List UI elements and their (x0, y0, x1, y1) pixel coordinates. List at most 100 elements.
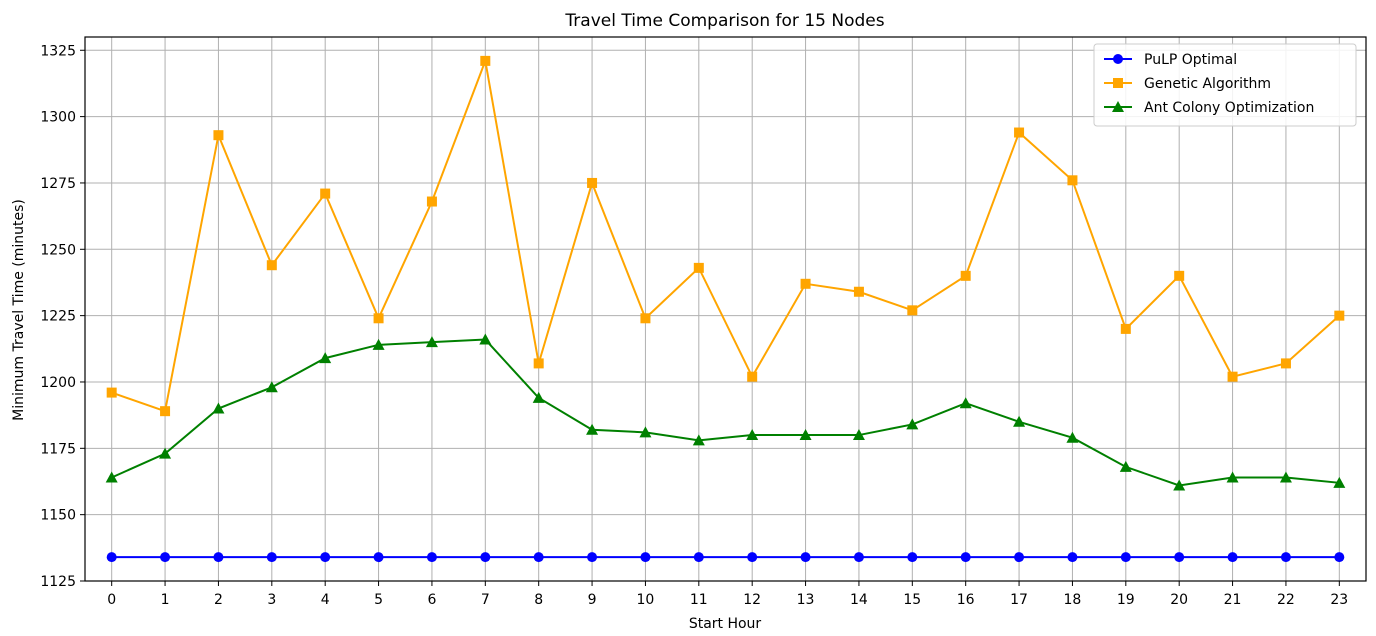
data-point-pulp-optimal (1280, 552, 1291, 563)
x-tick-label: 20 (1170, 592, 1188, 608)
y-tick-label: 1175 (40, 441, 76, 457)
legend-item-ant-colony-optimization: Ant Colony Optimization (1104, 100, 1314, 116)
legend-marker (1112, 101, 1124, 112)
x-tick-label: 8 (534, 592, 543, 608)
x-tick-label: 17 (1010, 592, 1028, 608)
x-tick-label: 18 (1064, 592, 1082, 608)
y-tick-label: 1200 (40, 375, 76, 391)
data-point-ant-colony-optimization (1173, 479, 1186, 491)
series-genetic-algorithm (106, 55, 1345, 417)
data-point-pulp-optimal (1227, 552, 1238, 563)
legend-label: Genetic Algorithm (1144, 76, 1271, 92)
data-point-ant-colony-optimization (159, 447, 172, 459)
x-tick-label: 2 (214, 592, 223, 608)
x-tick-label: 7 (481, 592, 490, 608)
data-point-genetic-algorithm (693, 262, 704, 273)
data-point-pulp-optimal (480, 552, 491, 563)
series-layer (105, 55, 1346, 563)
data-point-ant-colony-optimization (1226, 471, 1239, 483)
y-tick-label: 1275 (40, 176, 76, 192)
y-tick-label: 1250 (40, 242, 76, 258)
data-point-genetic-algorithm (480, 55, 491, 66)
x-tick-label: 0 (107, 592, 116, 608)
data-point-ant-colony-optimization (105, 471, 118, 483)
data-point-genetic-algorithm (907, 305, 918, 316)
x-tick-label: 11 (690, 592, 708, 608)
y-tick-label: 1325 (40, 43, 76, 59)
data-point-genetic-algorithm (1014, 127, 1025, 138)
data-point-genetic-algorithm (587, 177, 598, 188)
data-point-ant-colony-optimization (852, 429, 865, 441)
legend-item-genetic-algorithm: Genetic Algorithm (1104, 76, 1271, 92)
x-tick-label: 14 (850, 592, 868, 608)
data-point-pulp-optimal (266, 552, 277, 563)
data-point-genetic-algorithm (1067, 175, 1078, 186)
data-point-ant-colony-optimization (372, 338, 385, 350)
data-point-pulp-optimal (160, 552, 171, 563)
data-point-genetic-algorithm (320, 188, 331, 199)
y-axis-title: Minimum Travel Time (minutes) (11, 199, 27, 421)
data-point-pulp-optimal (960, 552, 971, 563)
data-point-ant-colony-optimization (425, 336, 438, 348)
data-point-pulp-optimal (1067, 552, 1078, 563)
x-tick-label: 12 (743, 592, 761, 608)
data-point-genetic-algorithm (533, 358, 544, 369)
x-tick-label: 10 (637, 592, 655, 608)
y-tick-label: 1125 (40, 574, 76, 590)
data-point-ant-colony-optimization (265, 381, 278, 393)
x-tick-label: 23 (1330, 592, 1348, 608)
data-point-pulp-optimal (320, 552, 331, 563)
data-point-ant-colony-optimization (586, 423, 599, 435)
x-tick-label: 19 (1117, 592, 1135, 608)
data-point-genetic-algorithm (1227, 371, 1238, 382)
data-point-ant-colony-optimization (799, 429, 812, 441)
x-tick-label: 15 (903, 592, 921, 608)
legend-marker (1113, 78, 1123, 88)
data-point-ant-colony-optimization (746, 429, 759, 441)
data-point-genetic-algorithm (213, 130, 224, 141)
data-point-pulp-optimal (853, 552, 864, 563)
x-axis-title: Start Hour (689, 616, 762, 632)
data-point-pulp-optimal (800, 552, 811, 563)
series-line-genetic-algorithm (111, 57, 1340, 413)
data-point-genetic-algorithm (640, 313, 651, 324)
y-axis: 1125 1150 1175 1200 1225 1250 1275 1300 1325 (40, 43, 85, 590)
data-point-genetic-algorithm (1334, 310, 1345, 321)
series-line-ant-colony-optimization (111, 338, 1340, 487)
x-tick-label: 22 (1277, 592, 1295, 608)
y-tick-label: 1150 (40, 508, 76, 524)
series-pulp-optimal (106, 552, 1345, 563)
x-tick-label: 4 (321, 592, 330, 608)
series-ant-colony-optimization (105, 333, 1346, 491)
data-point-ant-colony-optimization (1013, 415, 1026, 427)
data-point-pulp-optimal (106, 552, 117, 563)
x-tick-label: 9 (588, 592, 597, 608)
data-point-ant-colony-optimization (639, 426, 652, 438)
legend: PuLP Optimal Genetic Algorithm Ant Colony … (1093, 43, 1357, 127)
data-point-ant-colony-optimization (319, 352, 332, 364)
y-tick-label: 1300 (40, 110, 76, 126)
legend-marker (1113, 54, 1123, 64)
data-point-genetic-algorithm (426, 196, 437, 207)
y-tick-label: 1225 (40, 309, 76, 325)
data-point-pulp-optimal (747, 552, 758, 563)
data-point-ant-colony-optimization (1279, 471, 1292, 483)
data-point-genetic-algorithm (1280, 358, 1291, 369)
data-point-ant-colony-optimization (1066, 431, 1079, 443)
legend-box (1093, 43, 1357, 127)
data-point-ant-colony-optimization (959, 397, 972, 409)
x-tick-label: 21 (1224, 592, 1242, 608)
x-axis: 0 1 2 3 4 5 6 7 8 9 10 11 12 13 14 15 16 17 18 19 20 21 22 23 (107, 581, 1348, 608)
data-point-pulp-optimal (1014, 552, 1025, 563)
data-point-ant-colony-optimization (692, 434, 705, 446)
legend-label: Ant Colony Optimization (1144, 100, 1314, 116)
data-point-genetic-algorithm (373, 313, 384, 324)
data-point-ant-colony-optimization (1333, 476, 1346, 488)
data-point-pulp-optimal (693, 552, 704, 563)
x-tick-label: 16 (957, 592, 975, 608)
data-point-genetic-algorithm (960, 270, 971, 281)
x-tick-label: 3 (267, 592, 276, 608)
data-point-pulp-optimal (533, 552, 544, 563)
data-point-pulp-optimal (640, 552, 651, 563)
